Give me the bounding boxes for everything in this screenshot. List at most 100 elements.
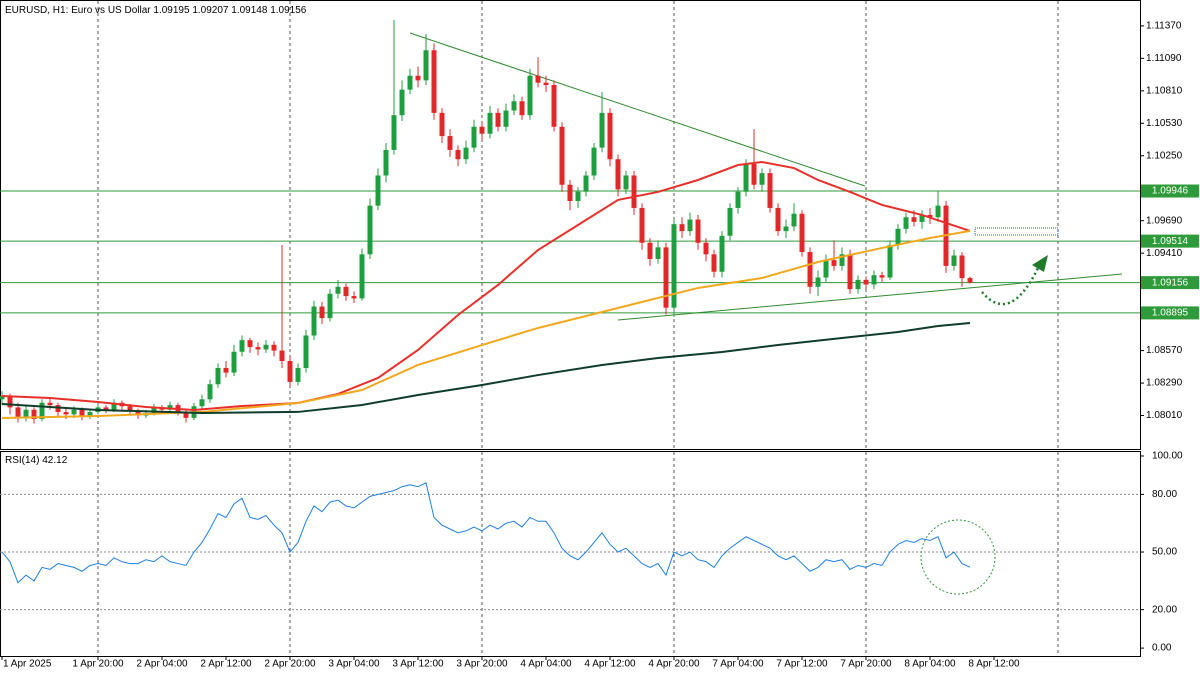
candle-body [503, 110, 509, 127]
y-tick-label: 1.09410 [1146, 248, 1183, 259]
moving-averages [1, 161, 971, 419]
candle-body [575, 191, 581, 201]
x-tick-label: 7 Apr 12:00 [776, 659, 828, 670]
rsi-value: 42.12 [42, 455, 67, 466]
candle-body [831, 260, 837, 266]
candle-body [407, 75, 413, 90]
candle-body [959, 255, 965, 279]
candle-body [871, 275, 877, 285]
candle-body [231, 351, 237, 373]
candle-body [727, 207, 733, 236]
candle-body [183, 412, 189, 418]
x-tick-label: 4 Apr 04:00 [520, 659, 572, 670]
moving-average [1, 161, 971, 411]
candle-body [223, 367, 229, 373]
candle-body [375, 175, 381, 206]
rsi-header: RSI(14) 42.12 [5, 455, 68, 466]
candle-body [623, 175, 629, 190]
candle-body [439, 112, 445, 137]
rsi [0, 482, 1140, 611]
resistance-trendline [409, 32, 866, 187]
candle-body [87, 412, 93, 417]
candle-body [343, 286, 349, 297]
x-tick-label: 2 Apr 04:00 [136, 659, 188, 670]
candle-body [295, 367, 301, 382]
candle-body [263, 344, 269, 350]
candle-body [287, 361, 293, 382]
candle-body [0, 395, 5, 400]
y-tick-label: 1.09690 [1146, 215, 1183, 226]
candle-body [255, 347, 261, 350]
candle-body [271, 344, 277, 351]
moving-average [1, 229, 971, 419]
x-tick-label: 2 Apr 12:00 [200, 659, 252, 670]
candle-body [399, 89, 405, 116]
y-tick-label: 1.08010 [1146, 410, 1183, 421]
candle-body [967, 278, 973, 283]
candle-body [391, 115, 397, 150]
x-tick-label: 4 Apr 12:00 [584, 659, 636, 670]
candle-body [359, 254, 365, 299]
candle-body [31, 409, 37, 420]
candle-body [599, 112, 605, 148]
x-tick-label: 2 Apr 20:00 [264, 659, 316, 670]
level-label-box [1141, 276, 1199, 290]
moving-average [1, 321, 971, 414]
candle-body [903, 217, 909, 229]
candle-body [15, 407, 21, 417]
level-label-box [1141, 234, 1199, 248]
x-tick-label: 8 Apr 12:00 [968, 659, 1020, 670]
candle-body [463, 147, 469, 160]
candle-body [711, 254, 717, 272]
candle-body [743, 163, 749, 192]
candle-body [431, 50, 437, 113]
candle-body [7, 395, 13, 408]
candle-body [239, 340, 245, 352]
y-tick-label: 1.11090 [1146, 53, 1182, 64]
x-tick-label: 3 Apr 12:00 [392, 659, 444, 670]
candle-body [951, 255, 957, 266]
candle-body [495, 112, 501, 127]
candle-body [455, 149, 461, 160]
forecast-arrow [981, 267, 1040, 306]
high: 1.09207 [192, 5, 229, 16]
low: 1.09148 [231, 5, 268, 16]
candle-body [479, 126, 485, 134]
candle-body [207, 384, 213, 400]
y-tick-label: 1.11370 [1146, 21, 1182, 32]
level-label-box [1141, 184, 1199, 198]
candle-body [535, 75, 541, 83]
candle-body [823, 260, 829, 278]
candle-body [511, 101, 517, 111]
candle-body [663, 247, 669, 308]
candle-body [303, 335, 309, 368]
candle-body [815, 277, 821, 287]
candle-body [631, 175, 637, 208]
candle-body [655, 247, 661, 259]
candle-body [559, 126, 565, 185]
x-tick-label: 3 Apr 20:00 [456, 659, 508, 670]
candle-body [759, 173, 765, 185]
axes: 1.11370 1.11090 1.10810 1.10530 1.10250 1.096… [1, 21, 1199, 670]
candle-body [151, 407, 157, 414]
y-tick-label: 1.10250 [1146, 150, 1183, 161]
candle-body [487, 112, 493, 134]
candle-body [215, 367, 221, 385]
candle-body [543, 82, 549, 86]
candle-body [127, 406, 133, 411]
x-tick-label: 3 Apr 04:00 [328, 659, 380, 670]
x-tick-label: 7 Apr 04:00 [712, 659, 764, 670]
candle-body [607, 112, 613, 160]
candle-body [791, 213, 797, 227]
candle-body [519, 101, 525, 116]
candle-body [527, 75, 533, 116]
level-label: 1.09946 [1152, 186, 1189, 197]
candle-body [79, 409, 85, 417]
rsi-tick-label: 80.00 [1152, 489, 1177, 500]
candle-body [719, 235, 725, 272]
symbol: EURUSD, H1: [5, 5, 68, 16]
candle-body [71, 409, 77, 415]
